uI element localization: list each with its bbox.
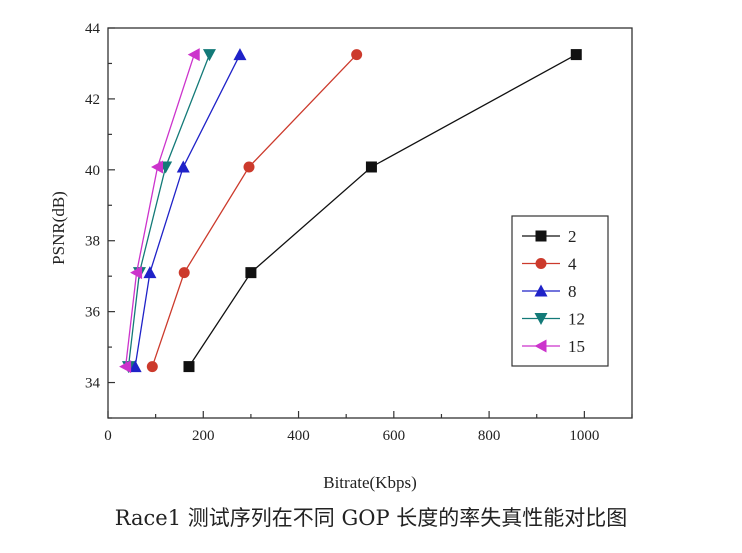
y-tick-label: 36 <box>85 305 101 321</box>
y-axis-title: PSNR(dB) <box>49 191 68 265</box>
x-tick-label: 800 <box>478 428 501 444</box>
legend-label: 8 <box>568 282 577 301</box>
y-tick-label: 42 <box>85 92 100 108</box>
data-point <box>233 48 246 60</box>
data-point <box>177 160 190 172</box>
series-4 <box>147 49 362 372</box>
figure-caption: Race1 测试序列在不同 GOP 长度的率失真性能对比图 <box>0 502 742 532</box>
data-point <box>244 161 255 172</box>
data-point <box>571 49 582 60</box>
legend-label: 4 <box>568 255 577 274</box>
x-tick-label: 600 <box>383 428 406 444</box>
legend-label: 2 <box>568 227 577 246</box>
series-line <box>152 55 356 367</box>
series-8 <box>129 48 247 372</box>
y-tick-label: 44 <box>85 21 101 37</box>
series-line <box>126 55 195 367</box>
data-point <box>203 49 216 61</box>
legend-label: 12 <box>568 310 585 329</box>
legend: 2 4 8 12 15 <box>512 216 608 366</box>
data-point <box>179 267 190 278</box>
y-tick-label: 40 <box>85 163 100 179</box>
data-point <box>366 161 377 172</box>
legend-marker <box>536 231 547 242</box>
legend-marker <box>536 258 547 269</box>
data-point <box>147 361 158 372</box>
series-15 <box>119 48 200 373</box>
x-axis-title: Bitrate(Kbps) <box>323 473 416 492</box>
series-line <box>135 55 240 367</box>
x-tick-label: 400 <box>287 428 310 444</box>
data-point <box>183 361 194 372</box>
x-tick-label: 1000 <box>569 428 599 444</box>
x-tick-label: 0 <box>104 428 112 444</box>
y-tick-label: 38 <box>85 234 100 250</box>
legend-label: 15 <box>568 337 585 356</box>
data-point <box>188 48 200 61</box>
y-tick-label: 34 <box>85 376 101 392</box>
x-tick-label: 200 <box>192 428 215 444</box>
data-point <box>351 49 362 60</box>
data-point <box>245 267 256 278</box>
